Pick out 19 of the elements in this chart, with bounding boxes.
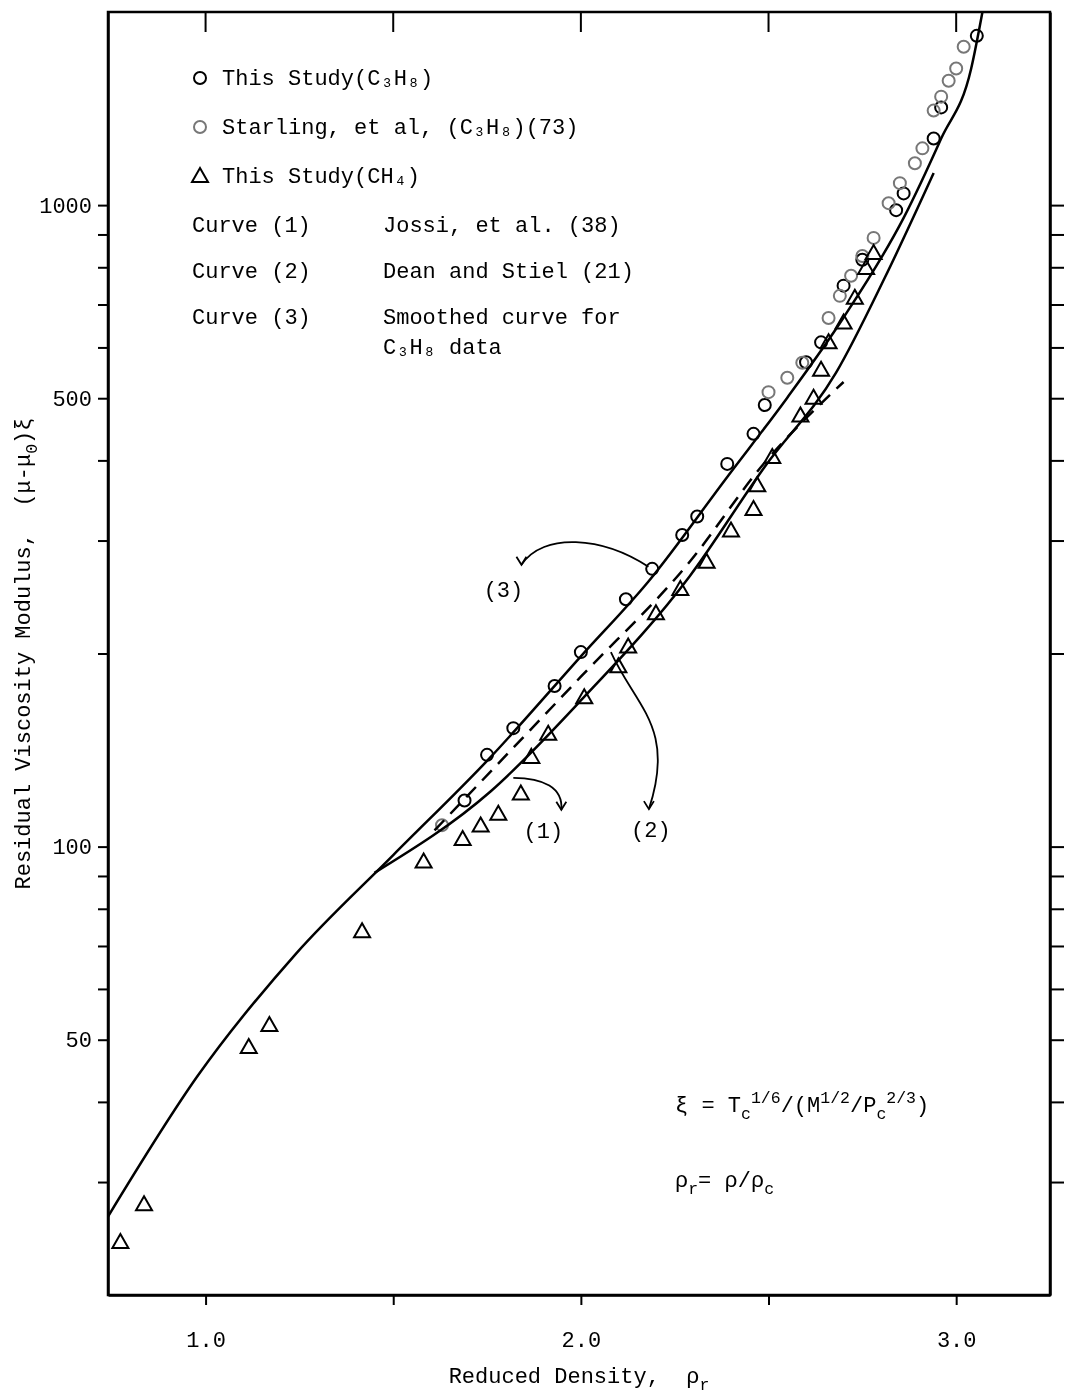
y-tick-label: 500 [52, 387, 92, 413]
legend-label: This Study(CH₄) [222, 165, 421, 190]
text: Curve (1) Jossi, et al. (38) [192, 214, 621, 239]
text: Curve (3) Smoothed curve for C₃H₈ data [192, 306, 621, 361]
x-tick-label: 3.0 [936, 1328, 977, 1354]
annotation: (2) [631, 819, 671, 845]
text: ξ = T$_{c}$$^{1/6}$/(M$^{1/2}$/P$_{c}$$^{2/3}$) [675, 1089, 930, 1124]
y-tick-label: 100 [52, 836, 92, 862]
annotation: (1) [523, 819, 564, 845]
y-tick-label: 50 [65, 1029, 92, 1055]
legend-label: Starling, et al, (C₃H₈)(73) [222, 116, 579, 141]
x-axis-title: Reduced Density, ρ$_{r}$ [448, 1365, 710, 1395]
legend-label: This Study(C₃H₈) [222, 67, 434, 92]
text: Curve (2) Dean and Stiel (21) [192, 260, 634, 285]
y-tick-label: 1000 [39, 194, 92, 220]
x-tick-label: 1.0 [186, 1328, 226, 1354]
x-tick-label: 2.0 [561, 1328, 602, 1354]
annotation: (3) [483, 578, 524, 604]
annotation: ρ$_{r}$= ρ/ρ$_{c}$ [675, 1169, 775, 1199]
